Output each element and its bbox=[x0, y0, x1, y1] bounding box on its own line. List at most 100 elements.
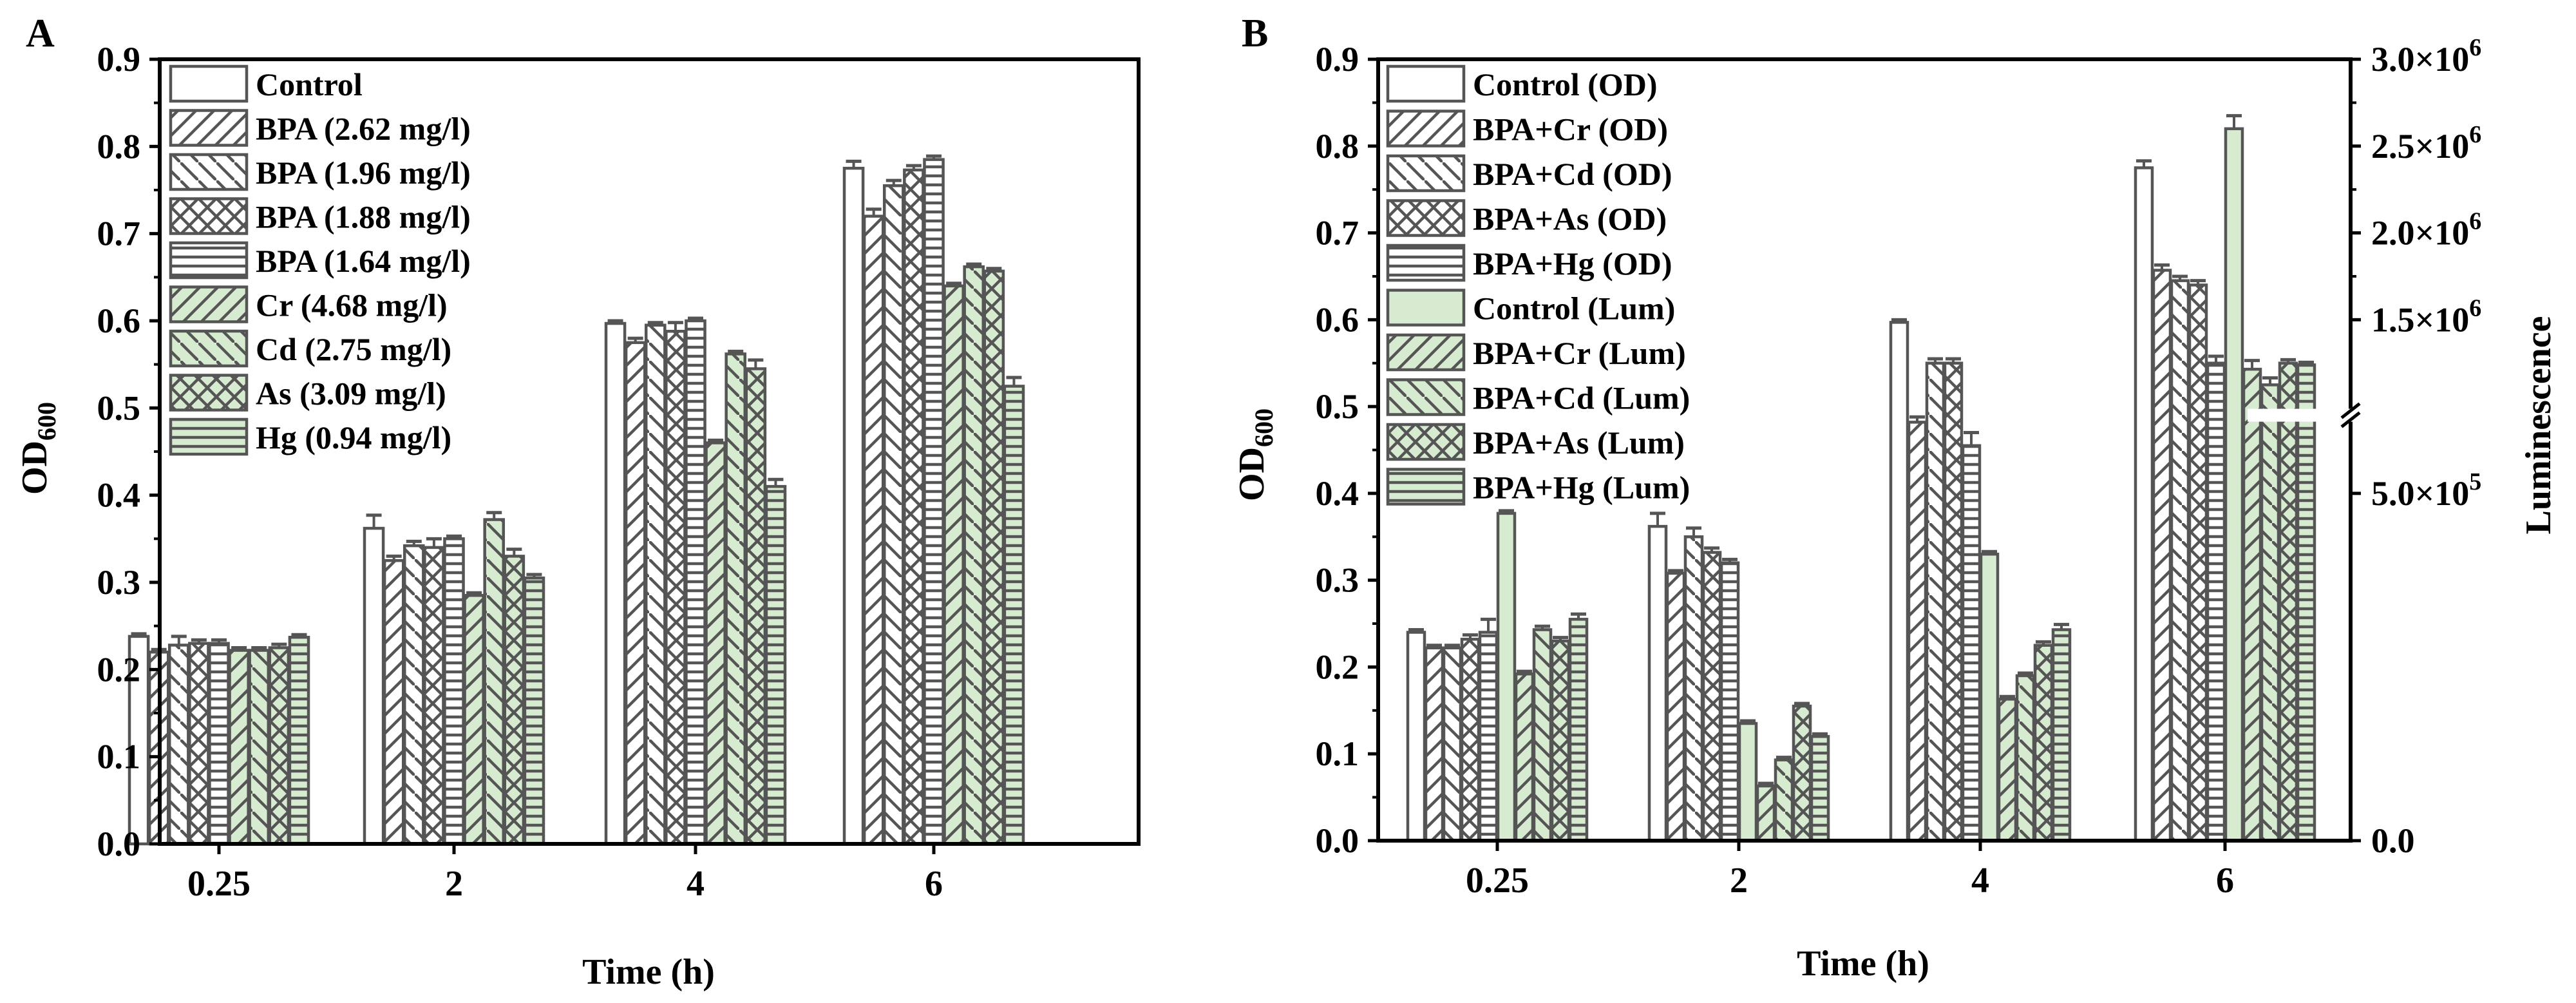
legend-item: BPA+Cr (Lum) bbox=[1386, 333, 1686, 372]
error-bar bbox=[748, 358, 764, 369]
y2-tick-label: 5.0×105 bbox=[2371, 468, 2481, 513]
error-bar bbox=[1668, 569, 1683, 573]
bar-bpa-hg-od--t6 bbox=[2206, 361, 2226, 843]
error-bar bbox=[1553, 636, 1568, 642]
error-bar bbox=[866, 207, 882, 216]
legend-label: BPA (1.88 mg/l) bbox=[256, 199, 471, 235]
x-tick-label: 0.25 bbox=[187, 864, 251, 904]
panel-b-bars bbox=[1406, 127, 2316, 843]
legend-label: Cd (2.75 mg/l) bbox=[256, 331, 451, 367]
bar-control-od--t2 bbox=[1647, 524, 1668, 843]
bar-bpa-cd-lum--t0p25 bbox=[1532, 628, 1553, 843]
error-bar bbox=[446, 534, 462, 539]
bar-bpa-1-96-mg-l--t6 bbox=[882, 184, 905, 846]
legend-label: BPA+Cd (Lum) bbox=[1473, 380, 1690, 416]
legend-label: BPA+Cr (OD) bbox=[1473, 111, 1668, 148]
legend-swatch bbox=[169, 197, 249, 235]
legend-label: BPA+As (Lum) bbox=[1473, 425, 1685, 461]
bar-bpa-cr-od--t4 bbox=[1907, 421, 1927, 843]
error-bar bbox=[2172, 274, 2188, 281]
y-tick-label: 0.4 bbox=[1316, 474, 1359, 513]
legend-swatch bbox=[169, 374, 249, 412]
error-bar bbox=[886, 178, 902, 186]
bar-bpa-cr-lum--t6 bbox=[2242, 367, 2262, 843]
bar-bpa-as-od--t2 bbox=[1701, 551, 1722, 843]
bar-bpa-cd-od--t6 bbox=[2170, 279, 2190, 843]
error-bar bbox=[211, 638, 227, 644]
bar-as-3-09-mg-l--t6 bbox=[983, 269, 1005, 846]
legend-label: Control (OD) bbox=[1473, 66, 1658, 102]
error-bar bbox=[1517, 669, 1532, 674]
panel-b: B 0.0 0.1 0.2 0.3 0.4 0.5 0.6 0.7 0.8 0.9 0.0 5.0×… bbox=[1232, 12, 2559, 984]
error-bar bbox=[1499, 509, 1514, 513]
bar-bpa-hg-lum--t4 bbox=[2051, 628, 2072, 843]
error-bar bbox=[905, 164, 922, 170]
panel-b-x-axis-title: Time (h) bbox=[1797, 944, 1929, 984]
bar-bpa-as-lum--t4 bbox=[2033, 644, 2054, 843]
legend-swatch bbox=[1386, 64, 1466, 103]
bar-bpa-2-62-mg-l--t6 bbox=[862, 215, 885, 846]
y-tick-label: 0.9 bbox=[1316, 40, 1359, 79]
legend-item: BPA+As (Lum) bbox=[1386, 423, 1685, 461]
bar-bpa-1-96-mg-l--t2 bbox=[402, 544, 425, 846]
error-bar bbox=[231, 646, 247, 651]
error-bar bbox=[1704, 546, 1719, 553]
legend-swatch bbox=[1386, 289, 1466, 327]
panel-a-x-axis-title: Time (h) bbox=[582, 952, 715, 992]
error-bar bbox=[2226, 114, 2242, 129]
error-bar bbox=[1463, 633, 1478, 640]
error-bar bbox=[1909, 415, 1925, 423]
legend-swatch bbox=[1386, 110, 1466, 148]
bar-bpa-cd-lum--t6 bbox=[2260, 383, 2280, 843]
bar-bpa-cd-od--t2 bbox=[1683, 535, 1704, 843]
error-bar bbox=[291, 633, 307, 638]
error-bar bbox=[708, 438, 724, 443]
error-bar bbox=[2244, 359, 2260, 370]
error-bar bbox=[966, 262, 982, 267]
y-tick-label: 0.5 bbox=[1316, 387, 1359, 426]
bar-cr-4-68-mg-l--t0p25 bbox=[228, 649, 250, 846]
bar-hg-0-94-mg-l--t4 bbox=[764, 484, 787, 846]
legend-swatch bbox=[169, 241, 249, 280]
legend-swatch bbox=[1386, 199, 1466, 237]
legend-swatch bbox=[169, 285, 249, 323]
bar-bpa-as-lum--t0p25 bbox=[1550, 639, 1571, 843]
error-bar bbox=[1722, 557, 1738, 563]
legend-label: Hg (0.94 mg/l) bbox=[256, 419, 451, 455]
legend-item: Cr (4.68 mg/l) bbox=[169, 285, 448, 323]
error-bar bbox=[386, 554, 402, 561]
error-bar bbox=[366, 513, 382, 529]
legend-item: Control (OD) bbox=[1386, 64, 1658, 103]
bar-hg-0-94-mg-l--t6 bbox=[1003, 385, 1025, 846]
bar-bpa-1-96-mg-l--t0p25 bbox=[167, 644, 190, 846]
legend-swatch bbox=[169, 64, 249, 103]
y-tick-label: 0.5 bbox=[97, 388, 141, 427]
error-bar bbox=[526, 573, 542, 578]
error-bar bbox=[846, 159, 862, 169]
legend-item: BPA (2.62 mg/l) bbox=[169, 109, 471, 147]
legend-item: BPA+Hg (OD) bbox=[1386, 244, 1672, 282]
error-bar bbox=[506, 548, 522, 557]
legend-item: BPA+As (OD) bbox=[1386, 199, 1667, 237]
error-bar bbox=[1758, 781, 1774, 787]
bar-bpa-cr-od--t6 bbox=[2152, 269, 2172, 843]
bar-bpa-hg-lum--t0p25 bbox=[1568, 618, 1589, 843]
bar-control-od--t6 bbox=[2134, 166, 2154, 843]
bar-bpa-hg-od--t2 bbox=[1719, 561, 1740, 843]
y-tick-label: 0.7 bbox=[1316, 214, 1359, 253]
bar-cd-2-75-mg-l--t2 bbox=[483, 518, 506, 846]
bar-control-od--t4 bbox=[1889, 321, 1909, 843]
y-tick-label: 0.3 bbox=[1316, 561, 1359, 600]
error-bar bbox=[1927, 357, 1943, 363]
bar-control-od--t0p25 bbox=[1406, 631, 1426, 843]
panel-a-label: A bbox=[26, 12, 55, 55]
error-bar bbox=[1006, 376, 1022, 387]
y2-tick-label: 3.0×106 bbox=[2371, 34, 2481, 79]
x-tick-label: 2 bbox=[1730, 861, 1748, 901]
bar-bpa-as-lum--t2 bbox=[1792, 704, 1812, 843]
error-bar bbox=[271, 642, 287, 648]
panel-b-y-axis: 0.0 0.1 0.2 0.3 0.4 0.5 0.6 0.7 0.8 0.9 bbox=[1316, 40, 1378, 860]
x-tick-label: 0.25 bbox=[1466, 861, 1529, 901]
legend-label: BPA (1.96 mg/l) bbox=[256, 155, 471, 191]
y-tick-label: 0.0 bbox=[1316, 821, 1359, 860]
